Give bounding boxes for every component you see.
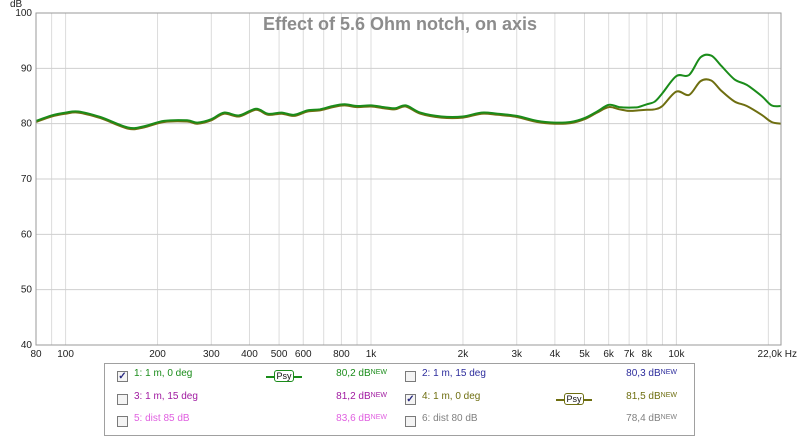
x-tick-label: 600 — [295, 349, 312, 360]
legend-checkbox-3[interactable] — [117, 394, 128, 405]
legend-value-1: 80,2 dBNEW — [336, 368, 387, 379]
y-tick-label: 70 — [21, 174, 33, 185]
legend-value-2: 80,3 dBNEW — [626, 368, 677, 379]
x-tick-label: 80 — [30, 349, 42, 360]
legend-label-4: 4: 1 m, 0 deg — [422, 391, 481, 402]
chart-title: Effect of 5.6 Ohm notch, on axis — [263, 14, 537, 34]
x-tick-label: 400 — [241, 349, 258, 360]
legend-value-5: 83,6 dBNEW — [336, 413, 387, 424]
psy-badge-1: Psy — [274, 370, 294, 382]
series-line-2 — [35, 78, 782, 131]
legend-checkbox-1[interactable]: ✓ — [117, 371, 128, 382]
y-tick-label: 50 — [21, 285, 33, 296]
legend-checkbox-4[interactable]: ✓ — [405, 394, 416, 405]
legend-entry-3[interactable]: 3: 1 m, 15 deg 81,2 dBNEW — [111, 391, 401, 409]
grid — [36, 13, 781, 345]
x-tick-label: 800 — [333, 349, 350, 360]
x-tick-label: 5k — [579, 349, 591, 360]
series-lines — [35, 53, 782, 131]
legend-checkbox-5[interactable] — [117, 416, 128, 427]
y-tick-label: 90 — [21, 63, 33, 74]
y-axis-label: dB — [10, 0, 23, 10]
x-tick-label: 4k — [550, 349, 562, 360]
legend-panel: ✓ 1: 1 m, 0 deg Psy 80,2 dBNEW 2: 1 m, 1… — [104, 363, 695, 436]
plot-frame — [35, 12, 782, 346]
x-tick-label: 500 — [271, 349, 288, 360]
legend-label-3: 3: 1 m, 15 deg — [134, 391, 198, 402]
psy-badge-4: Psy — [564, 393, 584, 405]
legend-label-1: 1: 1 m, 0 deg — [134, 368, 193, 379]
y-tick-label: 100 — [15, 8, 32, 19]
x-tick-label: 3k — [511, 349, 523, 360]
x-tick-label: 8k — [642, 349, 654, 360]
frequency-response-chart: dB Effect of 5.6 Ohm notch, on axis 40 50… — [10, 0, 797, 360]
legend-entry-4[interactable]: ✓ 4: 1 m, 0 deg Psy 81,5 dBNEW — [401, 391, 691, 409]
x-tick-label: 300 — [203, 349, 220, 360]
y-tick-label: 60 — [21, 229, 33, 240]
x-tick-label: 200 — [149, 349, 166, 360]
y-tick-label: 40 — [21, 340, 33, 351]
legend-label-6: 6: dist 80 dB — [422, 413, 478, 424]
legend-value-3: 81,2 dBNEW — [336, 391, 387, 402]
x-tick-label: 2k — [458, 349, 470, 360]
series-line-1 — [35, 53, 782, 130]
legend-entry-1[interactable]: ✓ 1: 1 m, 0 deg Psy 80,2 dBNEW — [111, 368, 401, 386]
legend-label-2: 2: 1 m, 15 deg — [422, 368, 486, 379]
axis-ticks: 40 50 60 70 80 90 100 80 100 200 300 400 500 600 800 1k… — [15, 8, 797, 360]
x-tick-label: 100 — [57, 349, 74, 360]
legend-value-6: 78,4 dBNEW — [626, 413, 677, 424]
legend-checkbox-6[interactable] — [405, 416, 416, 427]
x-tick-label: 22,0k Hz — [758, 349, 797, 360]
y-tick-label: 80 — [21, 119, 33, 130]
x-tick-label: 6k — [603, 349, 615, 360]
legend-entry-5[interactable]: 5: dist 85 dB 83,6 dBNEW — [111, 413, 401, 431]
x-tick-label: 7k — [624, 349, 636, 360]
legend-checkbox-2[interactable] — [405, 371, 416, 382]
legend-entry-2[interactable]: 2: 1 m, 15 deg 80,3 dBNEW — [401, 368, 691, 386]
legend-label-5: 5: dist 85 dB — [134, 413, 190, 424]
x-tick-label: 1k — [366, 349, 378, 360]
x-tick-label: 10k — [668, 349, 685, 360]
legend-entry-6[interactable]: 6: dist 80 dB 78,4 dBNEW — [401, 413, 691, 431]
legend-value-4: 81,5 dBNEW — [626, 391, 677, 402]
